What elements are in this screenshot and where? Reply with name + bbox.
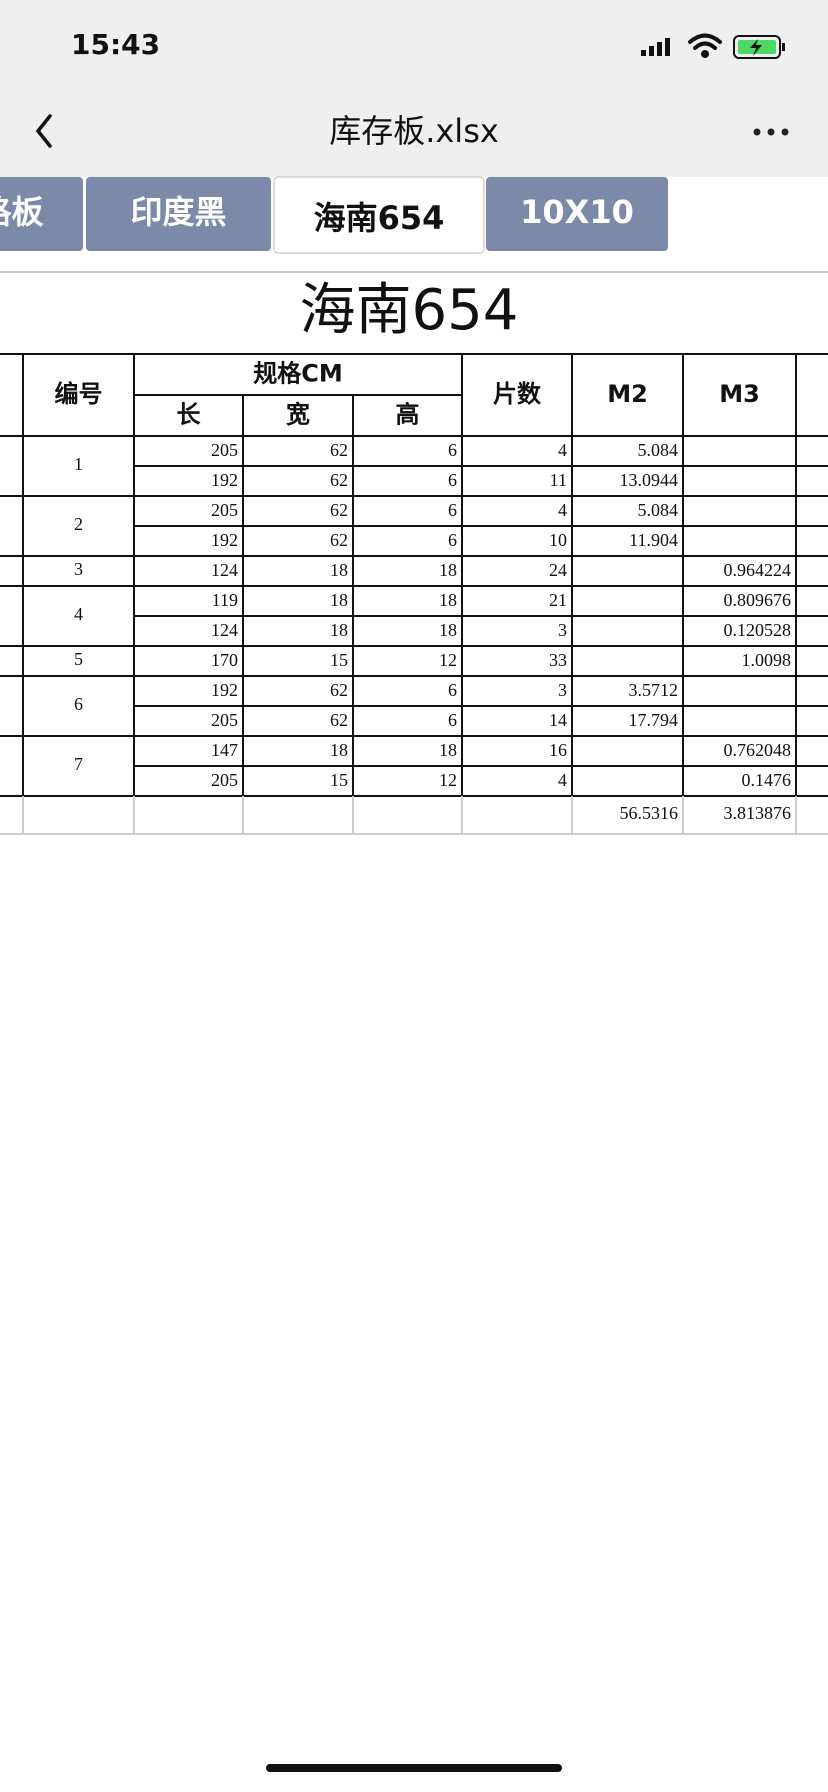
cell: 0.120528 [724, 620, 792, 640]
tab-bar: 格板 印度黑 海南654 10X10 [0, 176, 668, 254]
cell: 6 [448, 440, 457, 460]
battery [733, 35, 785, 59]
tab[interactable] [0, 177, 83, 251]
cell: 0.964224 [724, 560, 792, 580]
cell: 56.5316 [620, 803, 679, 823]
cell: 15 [330, 650, 348, 670]
cell: 18 [330, 560, 348, 580]
cell: 5.084 [638, 440, 679, 460]
cell: 62 [330, 530, 348, 550]
cell: 12 [439, 650, 457, 670]
cell: 6 [448, 500, 457, 520]
cell: 14 [549, 710, 567, 730]
cell: 205 [211, 500, 238, 520]
cell: 18 [439, 560, 457, 580]
home-indicator [266, 1764, 562, 1772]
tab[interactable] [86, 177, 271, 251]
cell: 192 [211, 530, 238, 550]
cell: 4 [558, 770, 567, 790]
cell: 6 [448, 680, 457, 700]
cell: 1 [74, 454, 83, 474]
cell: 124 [211, 560, 238, 580]
cell: 3 [74, 559, 83, 579]
cell: 33 [549, 650, 567, 670]
cell: 4 [558, 440, 567, 460]
cell: 18 [439, 620, 457, 640]
cell: 5 [74, 649, 83, 669]
header-cell: 长 [177, 401, 202, 429]
cell: 6 [448, 710, 457, 730]
cell: 62 [330, 470, 348, 490]
cell: 5.084 [638, 500, 679, 520]
cell: 2 [74, 514, 83, 534]
top-bar [0, 0, 828, 177]
cell: 24 [549, 560, 567, 580]
tab[interactable] [486, 177, 668, 251]
cell: 0.1476 [742, 770, 792, 790]
cell: 62 [330, 500, 348, 520]
cell: 205 [211, 440, 238, 460]
cell: 0.809676 [724, 590, 792, 610]
tab-label: 海南654 [314, 199, 445, 237]
cell: 17.794 [629, 710, 679, 730]
cell: 3 [558, 620, 567, 640]
wifi [688, 33, 722, 58]
cell: 4 [74, 604, 83, 624]
cell: 11.904 [629, 530, 678, 550]
cell: 11 [550, 470, 567, 490]
cell: 7 [74, 754, 83, 774]
header-cell: 高 [396, 401, 420, 429]
cell: 205 [211, 770, 238, 790]
cell: 147 [211, 740, 238, 760]
cell: 18 [330, 620, 348, 640]
cell: 62 [330, 710, 348, 730]
cell: 18 [330, 740, 348, 760]
cell: 21 [549, 590, 567, 610]
cell: 10 [549, 530, 567, 550]
cell: 6 [448, 470, 457, 490]
signal [641, 38, 670, 56]
cell: 16 [549, 740, 567, 760]
cell: 170 [211, 650, 238, 670]
cell: 192 [211, 470, 238, 490]
more-button[interactable] [753, 128, 789, 136]
tab[interactable] [273, 176, 485, 254]
cell: 62 [330, 680, 348, 700]
cell: 3.813876 [724, 803, 792, 823]
header-cell: 编号 [55, 380, 103, 408]
cell: 62 [330, 440, 348, 460]
header-cell: M2 [607, 380, 648, 408]
cell: 205 [211, 710, 238, 730]
cell: 4 [558, 500, 567, 520]
cell: 0.762048 [724, 740, 792, 760]
cell: 15 [330, 770, 348, 790]
tab-label: 印度黑 [130, 193, 226, 231]
header-cell: M3 [719, 380, 760, 408]
cell: 1.0098 [742, 650, 792, 670]
sheet-title: 海南654 [300, 278, 519, 343]
cell: 6 [74, 694, 83, 714]
cell: 18 [439, 590, 457, 610]
cell: 12 [439, 770, 457, 790]
cell: 18 [330, 590, 348, 610]
header-cell: 片数 [493, 380, 542, 408]
back-button[interactable] [35, 114, 52, 148]
cell: 3.5712 [629, 680, 679, 700]
nav-title: 库存板.xlsx [329, 112, 499, 150]
cell: 192 [211, 680, 238, 700]
cell: 3 [558, 680, 567, 700]
table: 编号规格CM长宽高片数 M2 M31205 62 6 4 5.084192 62 6 11 13.0… [0, 353, 828, 835]
cell: 6 [448, 530, 457, 550]
tab-label: 10X10 [520, 193, 634, 231]
header-cell: 宽 [286, 401, 310, 429]
header-cell: 规格CM [253, 360, 343, 388]
time: 15:43 [71, 28, 160, 61]
cell: 18 [439, 740, 457, 760]
cell: 124 [211, 620, 238, 640]
tab-label: 格板 [0, 193, 44, 231]
cell: 119 [212, 590, 238, 610]
cell: 13.0944 [620, 470, 679, 490]
